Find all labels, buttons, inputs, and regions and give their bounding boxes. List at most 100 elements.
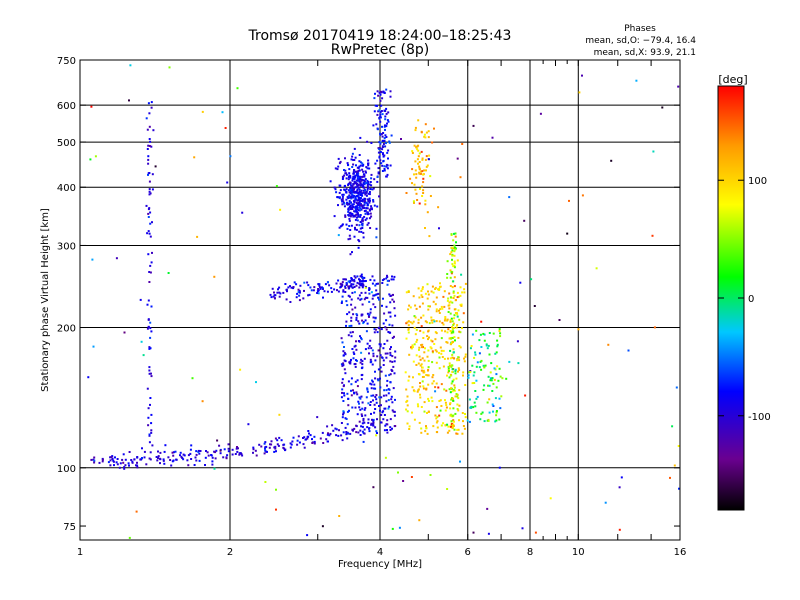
data-point	[458, 330, 461, 333]
data-point	[449, 330, 452, 332]
data-point	[425, 374, 428, 376]
data-point	[348, 175, 351, 177]
data-point	[452, 378, 455, 381]
data-point	[302, 297, 305, 300]
data-point	[297, 288, 300, 291]
data-point	[391, 427, 393, 430]
data-point	[441, 321, 444, 324]
data-point	[414, 126, 417, 129]
data-point	[351, 204, 354, 207]
data-point	[516, 340, 519, 343]
data-point	[366, 140, 369, 143]
data-point	[406, 395, 409, 398]
data-point	[289, 442, 292, 445]
data-point	[450, 251, 453, 254]
data-point	[423, 135, 426, 138]
data-point	[280, 439, 283, 442]
data-point	[456, 296, 459, 299]
data-point	[434, 386, 437, 389]
data-point	[447, 371, 450, 374]
data-point	[421, 286, 424, 289]
data-point	[450, 398, 453, 401]
data-point	[496, 339, 499, 342]
data-point	[371, 297, 374, 300]
data-point	[266, 450, 268, 453]
data-point	[415, 192, 418, 195]
data-point	[449, 253, 452, 256]
data-point	[355, 202, 358, 204]
data-point	[453, 276, 456, 279]
data-point	[360, 282, 363, 285]
data-point	[351, 203, 354, 206]
data-point	[362, 419, 365, 422]
data-point	[423, 169, 426, 172]
data-point	[370, 394, 373, 397]
data-point	[359, 175, 361, 178]
data-point	[139, 298, 142, 301]
data-point	[148, 138, 151, 140]
data-point	[377, 110, 380, 113]
data-point	[484, 364, 487, 367]
data-point	[264, 481, 267, 483]
data-point	[147, 299, 150, 302]
data-point	[371, 188, 374, 191]
data-point	[450, 374, 453, 377]
data-point	[386, 283, 389, 286]
data-point	[341, 439, 344, 442]
data-point	[374, 408, 377, 410]
data-point	[382, 132, 385, 134]
data-point	[427, 136, 430, 139]
data-point	[380, 404, 382, 407]
data-point	[449, 296, 452, 299]
data-point	[374, 306, 377, 309]
data-point	[446, 299, 449, 302]
data-point	[282, 291, 285, 294]
data-point	[148, 372, 151, 375]
data-point	[360, 179, 363, 182]
data-point	[436, 420, 439, 423]
data-point	[374, 328, 377, 331]
data-point	[196, 235, 199, 238]
data-point	[356, 393, 359, 396]
data-point	[426, 412, 428, 414]
data-point	[416, 199, 419, 201]
data-point	[449, 300, 452, 303]
data-point	[407, 324, 410, 327]
data-point	[447, 328, 450, 331]
data-point	[500, 395, 503, 398]
data-point	[452, 348, 455, 351]
data-point	[353, 291, 356, 294]
data-point	[472, 374, 475, 377]
data-point	[461, 327, 463, 330]
data-point	[432, 319, 435, 321]
data-point	[496, 365, 499, 368]
data-point	[381, 170, 384, 172]
data-point	[390, 395, 393, 398]
data-point	[355, 182, 357, 185]
data-point	[276, 443, 279, 446]
data-point	[268, 446, 271, 449]
data-point	[378, 343, 381, 346]
data-point	[470, 345, 473, 347]
data-point	[389, 301, 392, 304]
data-point	[453, 262, 456, 265]
data-point	[420, 131, 423, 134]
data-point	[379, 354, 382, 357]
data-point	[393, 275, 396, 278]
data-point	[449, 407, 452, 410]
data-point	[451, 246, 454, 249]
data-point	[128, 464, 130, 467]
data-point	[231, 448, 234, 451]
data-point	[359, 191, 362, 194]
data-point	[449, 320, 452, 323]
data-point	[446, 341, 449, 344]
data-point	[369, 401, 372, 403]
data-point	[423, 371, 426, 374]
data-point	[489, 379, 492, 382]
data-point	[357, 192, 360, 195]
data-point	[143, 456, 146, 459]
data-point	[429, 195, 432, 197]
data-point	[375, 289, 378, 292]
data-point	[443, 388, 446, 391]
data-point	[358, 286, 361, 289]
